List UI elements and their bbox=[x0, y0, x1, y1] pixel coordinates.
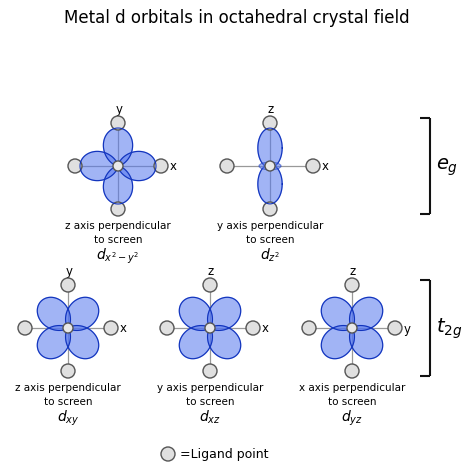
Text: Metal d orbitals in octahedral crystal field: Metal d orbitals in octahedral crystal f… bbox=[64, 9, 410, 27]
Circle shape bbox=[263, 117, 277, 131]
Text: z axis perpendicular
to screen: z axis perpendicular to screen bbox=[15, 382, 121, 406]
Circle shape bbox=[220, 159, 234, 174]
Polygon shape bbox=[349, 326, 383, 359]
Text: $d_{yz}$: $d_{yz}$ bbox=[341, 408, 363, 427]
Circle shape bbox=[113, 162, 123, 172]
Text: z axis perpendicular
to screen: z axis perpendicular to screen bbox=[65, 220, 171, 245]
Circle shape bbox=[345, 278, 359, 292]
Text: x: x bbox=[322, 160, 329, 173]
Circle shape bbox=[154, 159, 168, 174]
Polygon shape bbox=[118, 152, 156, 181]
Text: $d_{z^2}$: $d_{z^2}$ bbox=[260, 247, 280, 264]
Circle shape bbox=[203, 278, 217, 292]
Circle shape bbox=[246, 321, 260, 335]
Text: =Ligand point: =Ligand point bbox=[180, 447, 268, 461]
Circle shape bbox=[63, 323, 73, 333]
Circle shape bbox=[205, 323, 215, 333]
Circle shape bbox=[18, 321, 32, 335]
Polygon shape bbox=[37, 298, 71, 331]
Circle shape bbox=[347, 323, 357, 333]
Circle shape bbox=[345, 364, 359, 378]
Ellipse shape bbox=[259, 163, 281, 170]
Circle shape bbox=[306, 159, 320, 174]
Polygon shape bbox=[208, 298, 241, 331]
Circle shape bbox=[104, 321, 118, 335]
Text: z: z bbox=[208, 265, 214, 278]
Polygon shape bbox=[258, 129, 282, 169]
Text: $e_g$: $e_g$ bbox=[436, 156, 458, 178]
Polygon shape bbox=[65, 298, 99, 331]
Text: x: x bbox=[120, 322, 127, 335]
Polygon shape bbox=[208, 326, 241, 359]
Text: y: y bbox=[404, 322, 411, 335]
Circle shape bbox=[111, 117, 125, 131]
Polygon shape bbox=[80, 152, 118, 181]
Text: $d_{x^2-y^2}$: $d_{x^2-y^2}$ bbox=[96, 247, 140, 266]
Circle shape bbox=[161, 447, 175, 461]
Polygon shape bbox=[103, 167, 133, 205]
Text: x axis perpendicular
to screen: x axis perpendicular to screen bbox=[299, 382, 405, 406]
Circle shape bbox=[61, 364, 75, 378]
Polygon shape bbox=[349, 298, 383, 331]
Circle shape bbox=[61, 278, 75, 292]
Text: y axis perpendicular
to screen: y axis perpendicular to screen bbox=[217, 220, 323, 245]
Circle shape bbox=[160, 321, 174, 335]
Text: y: y bbox=[65, 265, 73, 278]
Circle shape bbox=[203, 364, 217, 378]
Text: $d_{xy}$: $d_{xy}$ bbox=[57, 408, 79, 427]
Text: y: y bbox=[116, 103, 122, 116]
Polygon shape bbox=[37, 326, 71, 359]
Circle shape bbox=[388, 321, 402, 335]
Polygon shape bbox=[103, 129, 133, 167]
Polygon shape bbox=[258, 165, 282, 205]
Polygon shape bbox=[321, 298, 355, 331]
Circle shape bbox=[265, 162, 275, 172]
Polygon shape bbox=[179, 298, 212, 331]
Polygon shape bbox=[321, 326, 355, 359]
Circle shape bbox=[263, 203, 277, 217]
Text: y axis perpendicular
to screen: y axis perpendicular to screen bbox=[157, 382, 263, 406]
Polygon shape bbox=[65, 326, 99, 359]
Polygon shape bbox=[179, 326, 212, 359]
Text: x: x bbox=[262, 322, 269, 335]
Circle shape bbox=[111, 203, 125, 217]
Text: z: z bbox=[350, 265, 356, 278]
Text: $d_{xz}$: $d_{xz}$ bbox=[199, 408, 221, 426]
Text: $t_{2g}$: $t_{2g}$ bbox=[436, 316, 463, 340]
Circle shape bbox=[302, 321, 316, 335]
Circle shape bbox=[68, 159, 82, 174]
Text: x: x bbox=[170, 160, 177, 173]
Text: z: z bbox=[268, 103, 274, 116]
